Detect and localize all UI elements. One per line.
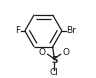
Text: Br: Br <box>66 26 76 35</box>
Text: O: O <box>63 48 70 57</box>
Text: Cl: Cl <box>50 68 59 77</box>
Text: S: S <box>51 56 57 65</box>
Text: F: F <box>15 26 20 35</box>
Text: O: O <box>39 48 46 57</box>
